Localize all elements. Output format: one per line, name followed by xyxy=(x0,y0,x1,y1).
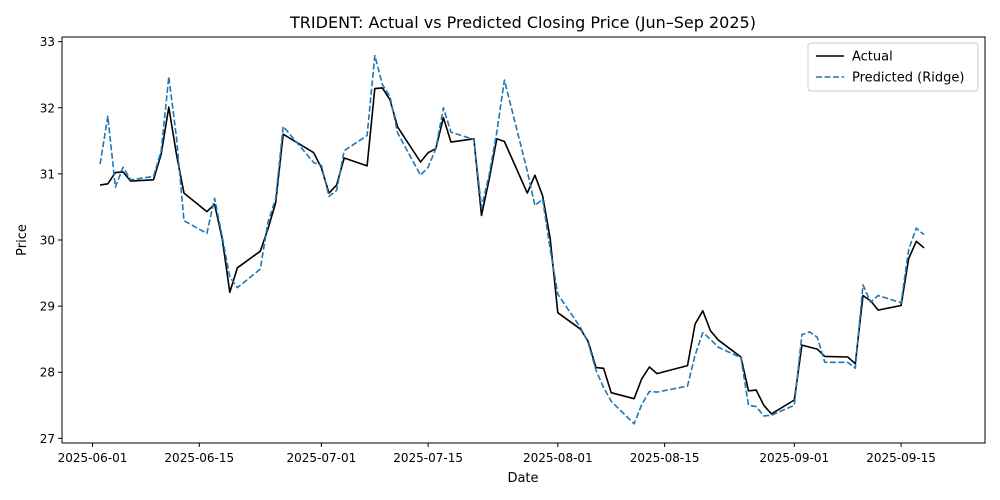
x-axis-label: Date xyxy=(507,471,538,486)
x-tick-label: 2025-07-01 xyxy=(286,451,356,465)
y-tick-label: 30 xyxy=(40,234,55,248)
y-axis-label: Price xyxy=(15,224,30,256)
y-tick-label: 28 xyxy=(40,366,55,380)
x-tick-label: 2025-09-01 xyxy=(759,451,829,465)
y-tick-label: 29 xyxy=(40,300,55,314)
legend-label-actual: Actual xyxy=(852,50,893,65)
x-tick-label: 2025-08-01 xyxy=(523,451,593,465)
axes: 2025-06-01 2025-06-15 2025-07-01 2025-07-15… xyxy=(40,35,936,465)
series-line-predicted xyxy=(99,54,925,425)
y-tick-label: 27 xyxy=(40,432,55,446)
x-tick-label: 2025-07-15 xyxy=(393,451,463,465)
y-tick-label: 31 xyxy=(40,167,55,181)
legend-box xyxy=(807,42,979,92)
x-tick-label: 2025-06-15 xyxy=(164,451,234,465)
legend: Actual Predicted (Ridge) xyxy=(807,42,979,92)
plot-content xyxy=(99,54,925,425)
legend-label-predicted: Predicted (Ridge) xyxy=(852,71,964,86)
y-tick-label: 33 xyxy=(40,35,55,49)
x-tick-label: 2025-09-15 xyxy=(866,451,936,465)
chart-title: TRIDENT: Actual vs Predicted Closing Pri… xyxy=(289,13,756,32)
x-tick-label: 2025-06-01 xyxy=(58,451,128,465)
y-tick-label: 32 xyxy=(40,101,55,115)
x-tick-label: 2025-08-15 xyxy=(630,451,700,465)
